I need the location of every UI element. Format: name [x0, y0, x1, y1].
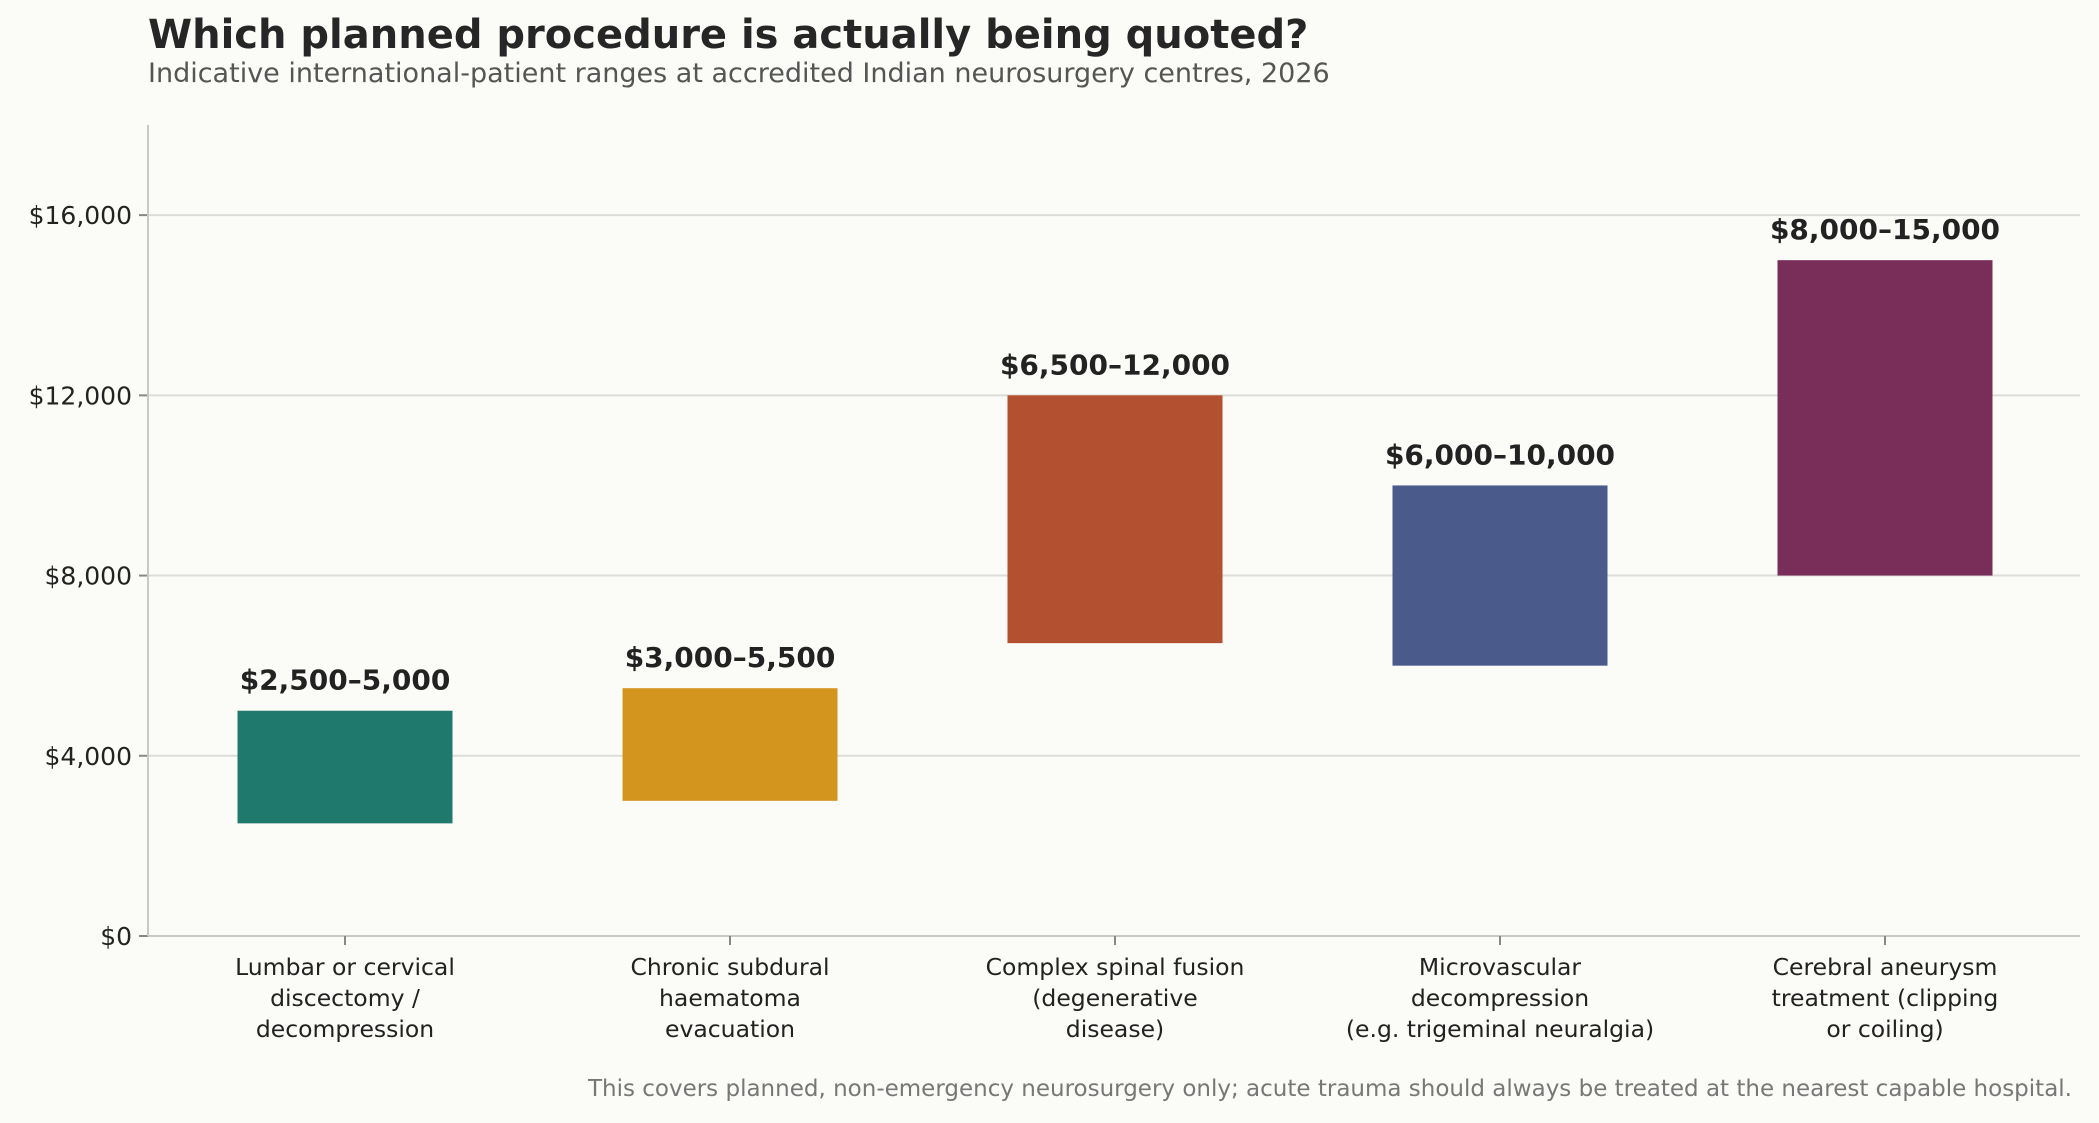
- x-tick-label-line: Complex spinal fusion: [986, 953, 1245, 981]
- y-tick-labels: $0 $4,000 $8,000 $12,000 $16,000: [29, 201, 132, 951]
- x-tick-label-line: decompression: [1411, 984, 1589, 1012]
- x-tick-label-line: discectomy /: [270, 984, 420, 1012]
- range-bar-label: $8,000–15,000: [1770, 213, 2000, 246]
- x-tick-label: Complex spinal fusion (degenerative diseas…: [986, 953, 1245, 1043]
- range-bar-label: $6,500–12,000: [1000, 348, 1230, 381]
- range-bar: [622, 688, 838, 801]
- range-bar-label: $6,000–10,000: [1385, 438, 1615, 471]
- x-tick-label-line: treatment (clipping: [1772, 984, 1999, 1012]
- range-bar: [1007, 395, 1223, 644]
- chart-subtitle: Indicative international-patient ranges …: [148, 58, 1330, 89]
- x-tick-label: Lumbar or cervical discectomy / decompress…: [235, 953, 455, 1043]
- bars: [237, 260, 1993, 824]
- y-tick-label: $4,000: [45, 742, 132, 771]
- x-tick-label: Chronic subdural haematoma evacuation: [630, 953, 829, 1043]
- x-tick-label-line: Cerebral aneurysm: [1773, 953, 1998, 981]
- x-tick-label-line: (e.g. trigeminal neuralgia): [1346, 1015, 1654, 1043]
- range-bar-label: $2,500–5,000: [240, 664, 451, 697]
- range-bar-label: $3,000–5,500: [625, 641, 836, 674]
- x-tick-label-line: Chronic subdural: [630, 953, 829, 981]
- y-tick-label: $16,000: [29, 201, 132, 230]
- x-tick-label-line: decompression: [256, 1015, 434, 1043]
- data-labels: $2,500–5,000 $3,000–5,500 $6,500–12,000 $6,…: [240, 213, 2000, 697]
- x-tick-label-line: (degenerative: [1032, 984, 1197, 1012]
- y-tick-label: $12,000: [29, 381, 132, 410]
- x-tick-label-line: Lumbar or cervical: [235, 953, 455, 981]
- range-bar: [1392, 485, 1608, 666]
- x-tick-label-line: disease): [1066, 1015, 1164, 1043]
- axes: [139, 125, 2080, 945]
- chart-title: Which planned procedure is actually bein…: [148, 12, 1309, 58]
- y-tick-label: $8,000: [45, 562, 132, 591]
- y-tick-label: $0: [100, 922, 132, 951]
- x-tick-label: Microvascular decompression (e.g. trigemin…: [1346, 953, 1654, 1043]
- x-tick-label-line: Microvascular: [1419, 953, 1582, 981]
- range-bar: [237, 710, 453, 824]
- x-tick-label-line: or coiling): [1826, 1015, 1943, 1043]
- x-tick-label: Cerebral aneurysm treatment (clipping or c…: [1772, 953, 1999, 1043]
- footnote: This covers planned, non-emergency neuro…: [587, 1076, 2072, 1102]
- x-tick-label-line: haematoma: [659, 984, 801, 1012]
- x-tick-labels: Lumbar or cervical discectomy / decompress…: [235, 953, 1998, 1043]
- range-bar: [1777, 260, 1993, 576]
- x-tick-label-line: evacuation: [665, 1015, 795, 1043]
